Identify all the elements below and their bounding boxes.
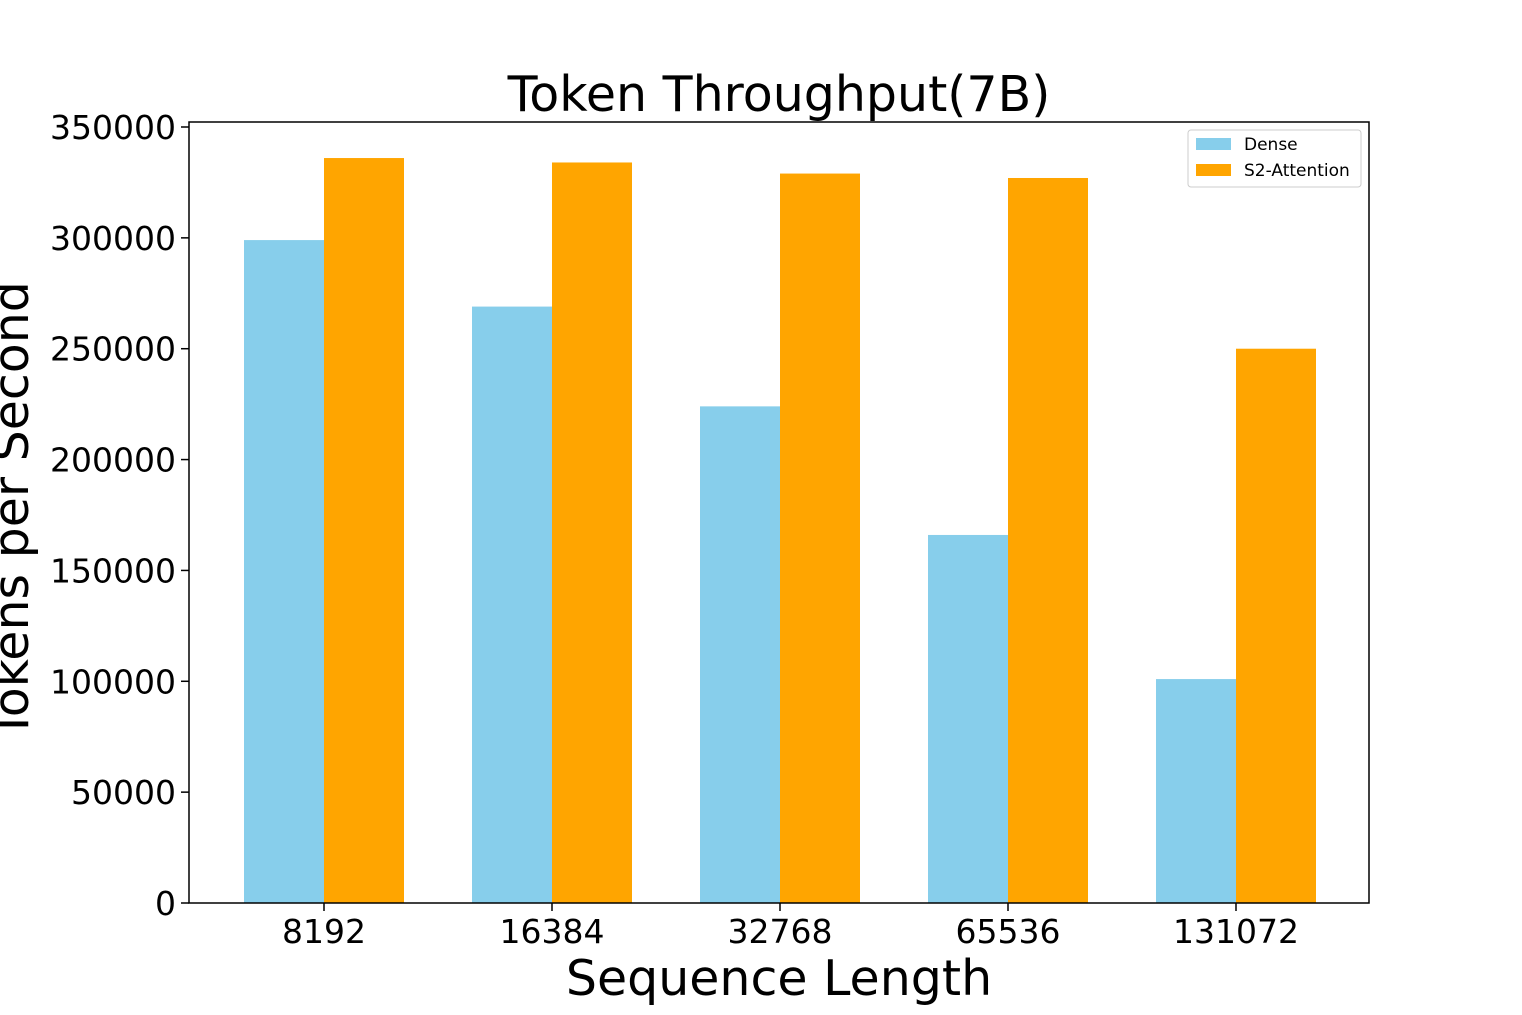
y-tick-label: 50000 [71,773,176,812]
chart-title: Token Throughput(7B) [507,66,1051,123]
legend: Dense S2-Attention [1187,129,1362,188]
bar-dense-131072 [1156,679,1236,903]
x-tick-label: 131072 [1173,912,1299,951]
legend-swatch-dense [1196,138,1231,150]
y-tick-label: 0 [155,884,176,923]
plot-frame [188,121,1370,904]
y-tick-label: 350000 [50,108,176,147]
bar-dense-32768 [700,406,780,903]
bar-s2-attention-65536 [1008,177,1088,904]
bar-dense-65536 [928,534,1008,903]
y-axis-ticks: 0 50000 100000 150000 200000 250000 300000 3500… [50,108,189,923]
x-tick-label: 65536 [956,912,1061,951]
y-axis-label: Tokens per Second [0,281,40,740]
bar-s2-attention-32768 [780,173,860,903]
y-tick-label: 300000 [50,219,176,258]
legend-frame [1187,129,1362,188]
y-tick-label: 200000 [50,441,176,480]
x-axis-ticks: 8192 16384 32768 65536 131072 [282,903,1299,951]
bar-s2-attention-16384 [552,162,632,903]
bar-s2-attention-131072 [1236,348,1316,903]
bar-dense-16384 [472,306,552,903]
x-tick-label: 16384 [500,912,605,951]
bars-group [244,158,1316,904]
bar-dense-8192 [244,240,324,903]
bar-s2-attention-8192 [324,158,404,904]
x-tick-label: 32768 [728,912,833,951]
y-tick-label: 250000 [50,330,176,369]
legend-label-dense: Dense [1244,135,1298,155]
y-tick-label: 150000 [50,551,176,590]
legend-swatch-s2-attention [1196,164,1231,176]
legend-label-s2-attention: S2-Attention [1244,161,1350,181]
y-tick-label: 100000 [50,662,176,701]
x-tick-label: 8192 [282,912,366,951]
x-axis-label: Sequence Length [566,950,992,1007]
